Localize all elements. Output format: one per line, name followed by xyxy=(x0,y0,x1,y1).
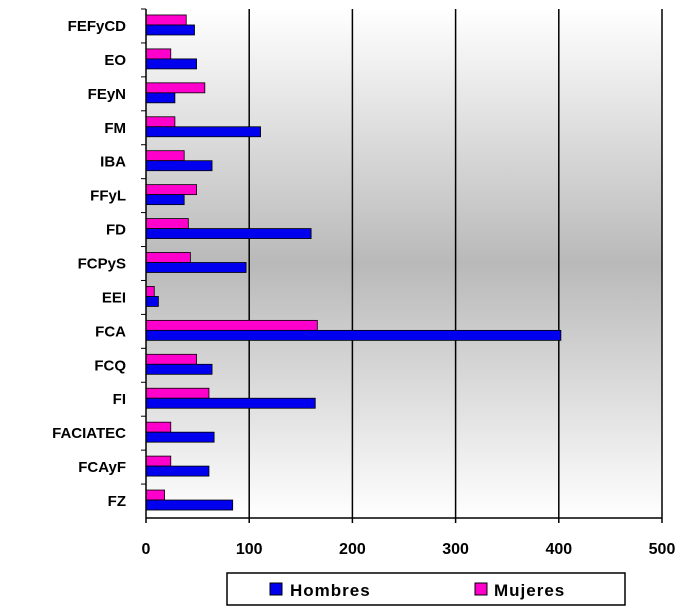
category-label: FACIATEC xyxy=(52,425,126,442)
legend: Hombres Mujeres xyxy=(226,572,626,606)
bar-hombres xyxy=(145,194,185,206)
bar-hombres xyxy=(145,262,247,273)
x-tick-label: 500 xyxy=(649,541,676,558)
category-label: FCQ xyxy=(94,357,126,374)
bar-mujeres xyxy=(145,387,210,399)
bar-mujeres xyxy=(145,150,185,162)
bar-hombres xyxy=(145,24,195,36)
bar-mujeres xyxy=(145,48,172,60)
bar-mujeres xyxy=(145,218,189,229)
bar-hombres xyxy=(145,499,234,511)
gridlines xyxy=(141,8,663,523)
bar-mujeres xyxy=(145,421,172,433)
bar-mujeres xyxy=(145,252,191,263)
category-label: FFyL xyxy=(90,188,126,205)
bar-hombres xyxy=(145,431,215,443)
bar-mujeres xyxy=(145,319,318,331)
legend-label-hombres: Hombres xyxy=(290,581,371,600)
bar-hombres xyxy=(145,228,312,239)
bar-hombres xyxy=(145,58,197,70)
bar-mujeres xyxy=(145,14,187,26)
category-label: FI xyxy=(113,391,126,408)
bar-hombres xyxy=(145,329,562,341)
x-tick-label: 0 xyxy=(142,541,151,558)
x-tick-label: 200 xyxy=(339,541,366,558)
bar-hombres xyxy=(145,160,213,172)
legend-swatch-hombres xyxy=(269,582,283,596)
legend-label-mujeres: Mujeres xyxy=(494,581,565,600)
x-tick-label: 400 xyxy=(545,541,572,558)
legend-box xyxy=(226,572,626,606)
legend-swatch-mujeres xyxy=(474,582,488,596)
category-label: FEyN xyxy=(88,86,126,103)
bar-hombres xyxy=(145,397,316,409)
bar-mujeres xyxy=(145,455,172,467)
bar-mujeres xyxy=(145,353,197,365)
category-label: FD xyxy=(106,222,126,239)
category-labels: FEFyCD EO FEyN FM IBA FFyL FD FCPyS EEI FCA FCQ FI F… xyxy=(52,18,126,510)
category-label: FEFyCD xyxy=(68,18,127,35)
bar-mujeres xyxy=(145,489,165,501)
bar-mujeres xyxy=(145,82,206,94)
bar-mujeres xyxy=(145,116,176,128)
bar-hombres xyxy=(145,126,261,138)
category-label: EO xyxy=(104,52,126,69)
bar-mujeres xyxy=(145,286,155,297)
x-tick-label: 100 xyxy=(236,541,263,558)
category-label: FCA xyxy=(95,323,126,340)
bar-hombres xyxy=(145,465,210,477)
x-axis-tick-labels: 0 100 200 300 400 500 xyxy=(142,541,676,558)
category-label: FZ xyxy=(108,493,126,510)
x-tick-label: 300 xyxy=(442,541,469,558)
bar-hombres xyxy=(145,296,159,307)
bar-mujeres xyxy=(145,184,197,196)
category-label: FCAyF xyxy=(78,459,126,476)
category-label: IBA xyxy=(100,154,126,171)
category-label: EEI xyxy=(102,289,126,306)
category-label: FCPyS xyxy=(78,256,126,273)
bar-hombres xyxy=(145,92,176,104)
category-label: FM xyxy=(104,120,126,137)
bar-hombres xyxy=(145,363,213,375)
